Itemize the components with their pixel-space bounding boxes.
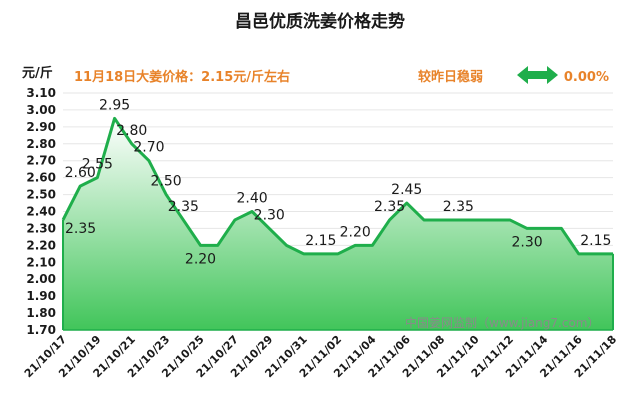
data-label: 2.35 <box>374 199 405 215</box>
flat-arrow-icon <box>517 66 558 84</box>
price-note: 11月18日大姜价格：2.15元/斤左右 <box>74 69 290 85</box>
y-tick-label: 1.70 <box>26 323 56 337</box>
y-axis-ticks: 1.70 1.80 1.90 2.00 2.10 2.20 2.30 2.40 2.50 2.60… <box>26 86 56 337</box>
price-area <box>61 116 614 331</box>
y-tick-label: 2.60 <box>26 171 56 185</box>
y-tick-label: 1.80 <box>26 306 56 320</box>
data-label: 2.30 <box>254 207 285 223</box>
x-axis-ticks: 21/10/1721/10/1921/10/2121/10/2321/10/25… <box>22 333 619 381</box>
data-label: 2.45 <box>391 182 422 198</box>
data-label: 2.55 <box>82 157 113 173</box>
y-tick-label: 2.00 <box>26 272 56 286</box>
y-unit-label: 元/斤 <box>22 65 53 81</box>
data-label: 2.35 <box>443 199 474 215</box>
y-tick-label: 2.40 <box>26 205 56 219</box>
data-label: 2.60 <box>65 165 96 181</box>
y-tick-label: 2.90 <box>26 120 56 134</box>
chart-title: 昌邑优质洗姜价格走势 <box>235 11 405 32</box>
data-label: 2.40 <box>236 191 267 207</box>
watermark: 中国姜网监制（www.jiang7.com） <box>405 315 599 330</box>
y-tick-label: 2.20 <box>26 238 56 252</box>
data-label: 2.50 <box>151 174 182 190</box>
data-label: 2.15 <box>580 233 611 249</box>
y-tick-label: 2.70 <box>26 154 56 168</box>
data-label: 2.35 <box>65 221 96 237</box>
y-tick-label: 3.10 <box>26 86 56 100</box>
price-line <box>61 116 613 256</box>
y-tick-label: 2.10 <box>26 255 56 269</box>
data-label: 2.95 <box>99 97 130 113</box>
data-label: 2.15 <box>305 233 336 249</box>
y-tick-label: 3.00 <box>26 103 56 117</box>
y-tick-label: 2.30 <box>26 221 56 235</box>
data-label: 2.35 <box>168 199 199 215</box>
data-label: 2.70 <box>133 140 164 156</box>
data-label: 2.20 <box>340 224 371 240</box>
data-label: 2.80 <box>116 123 147 139</box>
y-tick-label: 2.50 <box>26 188 56 202</box>
data-label: 2.30 <box>511 234 542 250</box>
trend-label: 较昨日稳弱 <box>418 69 483 85</box>
data-labels: 2.352.602.552.952.802.702.502.352.202.40… <box>65 97 612 267</box>
data-label: 2.20 <box>185 251 216 267</box>
y-tick-label: 1.90 <box>26 289 56 303</box>
area-fill <box>63 118 613 331</box>
change-percent: 0.00% <box>564 70 609 85</box>
y-tick-label: 2.80 <box>26 137 56 151</box>
